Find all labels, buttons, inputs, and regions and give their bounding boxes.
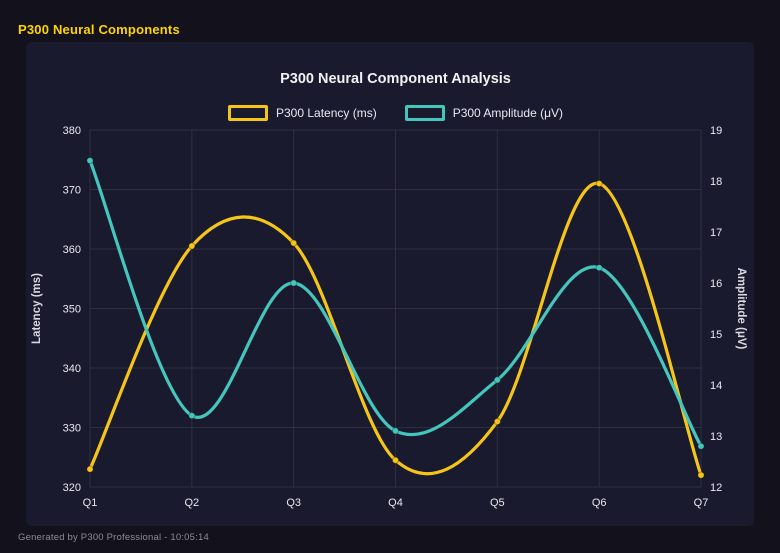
right-axis-tick: 18 <box>710 176 722 188</box>
x-axis-tick: Q3 <box>286 497 301 509</box>
left-axis-title: Latency (ms) <box>31 273 43 344</box>
left-axis-tick: 380 <box>63 125 81 137</box>
data-point[interactable] <box>391 456 400 464</box>
x-axis-tick: Q4 <box>388 497 403 509</box>
footer-note: Generated by P300 Professional - 10:05:1… <box>18 532 209 543</box>
right-axis-tick: 12 <box>710 482 722 494</box>
legend-label-amplitude: P300 Amplitude (μV) <box>452 106 564 120</box>
right-axis-title: Amplitude (μV) <box>735 268 747 350</box>
right-axis-tick: 14 <box>710 380 722 392</box>
right-axis-tick: 19 <box>710 125 722 137</box>
right-axis-tick: 16 <box>710 278 722 290</box>
x-axis-tick: Q5 <box>490 497 505 509</box>
legend-swatch-latency <box>227 105 268 121</box>
data-point[interactable] <box>493 417 501 426</box>
left-axis-tick: 360 <box>63 244 81 256</box>
right-axis-tick: 13 <box>710 431 722 443</box>
left-axis-tick: 370 <box>63 185 81 197</box>
data-point[interactable] <box>290 239 298 247</box>
left-axis-tick: 320 <box>63 482 81 494</box>
x-axis-tick: Q7 <box>694 497 709 509</box>
legend-label-latency: P300 Latency (ms) <box>275 106 377 120</box>
data-point[interactable] <box>86 465 94 473</box>
data-point[interactable] <box>595 179 603 188</box>
left-axis-tick: 350 <box>63 304 81 316</box>
chart-legend: P300 Latency (ms) P300 Amplitude (μV) <box>90 105 701 121</box>
right-axis-tick: 17 <box>710 227 722 239</box>
legend-item-latency[interactable]: P300 Latency (ms) <box>227 105 377 121</box>
data-point[interactable] <box>188 412 196 420</box>
data-point[interactable] <box>493 376 501 384</box>
data-point[interactable] <box>86 157 94 165</box>
legend-item-amplitude[interactable]: P300 Amplitude (μV) <box>404 105 564 121</box>
data-point[interactable] <box>188 242 196 250</box>
chart-panel: 320 330 340 350 360 370 380 12 13 14 15 16 17 18 19 Q1 Q… <box>26 42 754 526</box>
right-axis-tick: 15 <box>710 329 722 341</box>
chart-canvas[interactable]: 320 330 340 350 360 370 380 12 13 14 15 16 17 18 19 Q1 Q… <box>26 42 754 526</box>
data-point[interactable] <box>697 442 705 450</box>
x-axis-tick: Q1 <box>83 497 98 509</box>
left-axis-tick: 340 <box>63 363 81 375</box>
data-point[interactable] <box>697 471 705 479</box>
left-axis-tick: 330 <box>63 423 81 435</box>
legend-swatch-amplitude <box>404 105 445 121</box>
x-axis-tick: Q6 <box>592 497 607 509</box>
page-title: P300 Neural Components <box>18 22 180 37</box>
data-point[interactable] <box>595 264 603 272</box>
data-point[interactable] <box>290 279 298 287</box>
data-point[interactable] <box>391 427 400 435</box>
x-axis-tick: Q2 <box>184 497 199 509</box>
